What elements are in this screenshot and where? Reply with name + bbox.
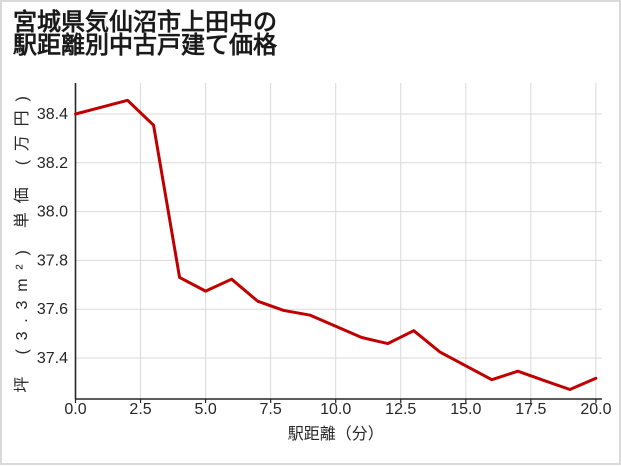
svg-text:7.5: 7.5 <box>260 401 282 418</box>
svg-text:0.0: 0.0 <box>64 401 86 418</box>
svg-text:38.0: 38.0 <box>37 204 68 221</box>
svg-text:12.5: 12.5 <box>385 401 416 418</box>
svg-text:37.8: 37.8 <box>37 252 68 269</box>
svg-text:駅距離（分）: 駅距離（分） <box>288 425 384 443</box>
svg-text:38.4: 38.4 <box>37 106 68 123</box>
svg-text:15.0: 15.0 <box>450 401 481 418</box>
svg-text:37.4: 37.4 <box>37 350 68 367</box>
svg-text:38.2: 38.2 <box>37 155 68 172</box>
svg-text:2.5: 2.5 <box>129 401 151 418</box>
svg-text:5.0: 5.0 <box>194 401 216 418</box>
svg-text:10.0: 10.0 <box>320 401 351 418</box>
svg-text:37.6: 37.6 <box>37 301 68 318</box>
svg-text:坪 (3.3m²) 単価 (万円): 坪 (3.3m²) 単価 (万円) <box>13 87 31 392</box>
svg-text:17.5: 17.5 <box>515 401 546 418</box>
svg-text:20.0: 20.0 <box>580 401 611 418</box>
